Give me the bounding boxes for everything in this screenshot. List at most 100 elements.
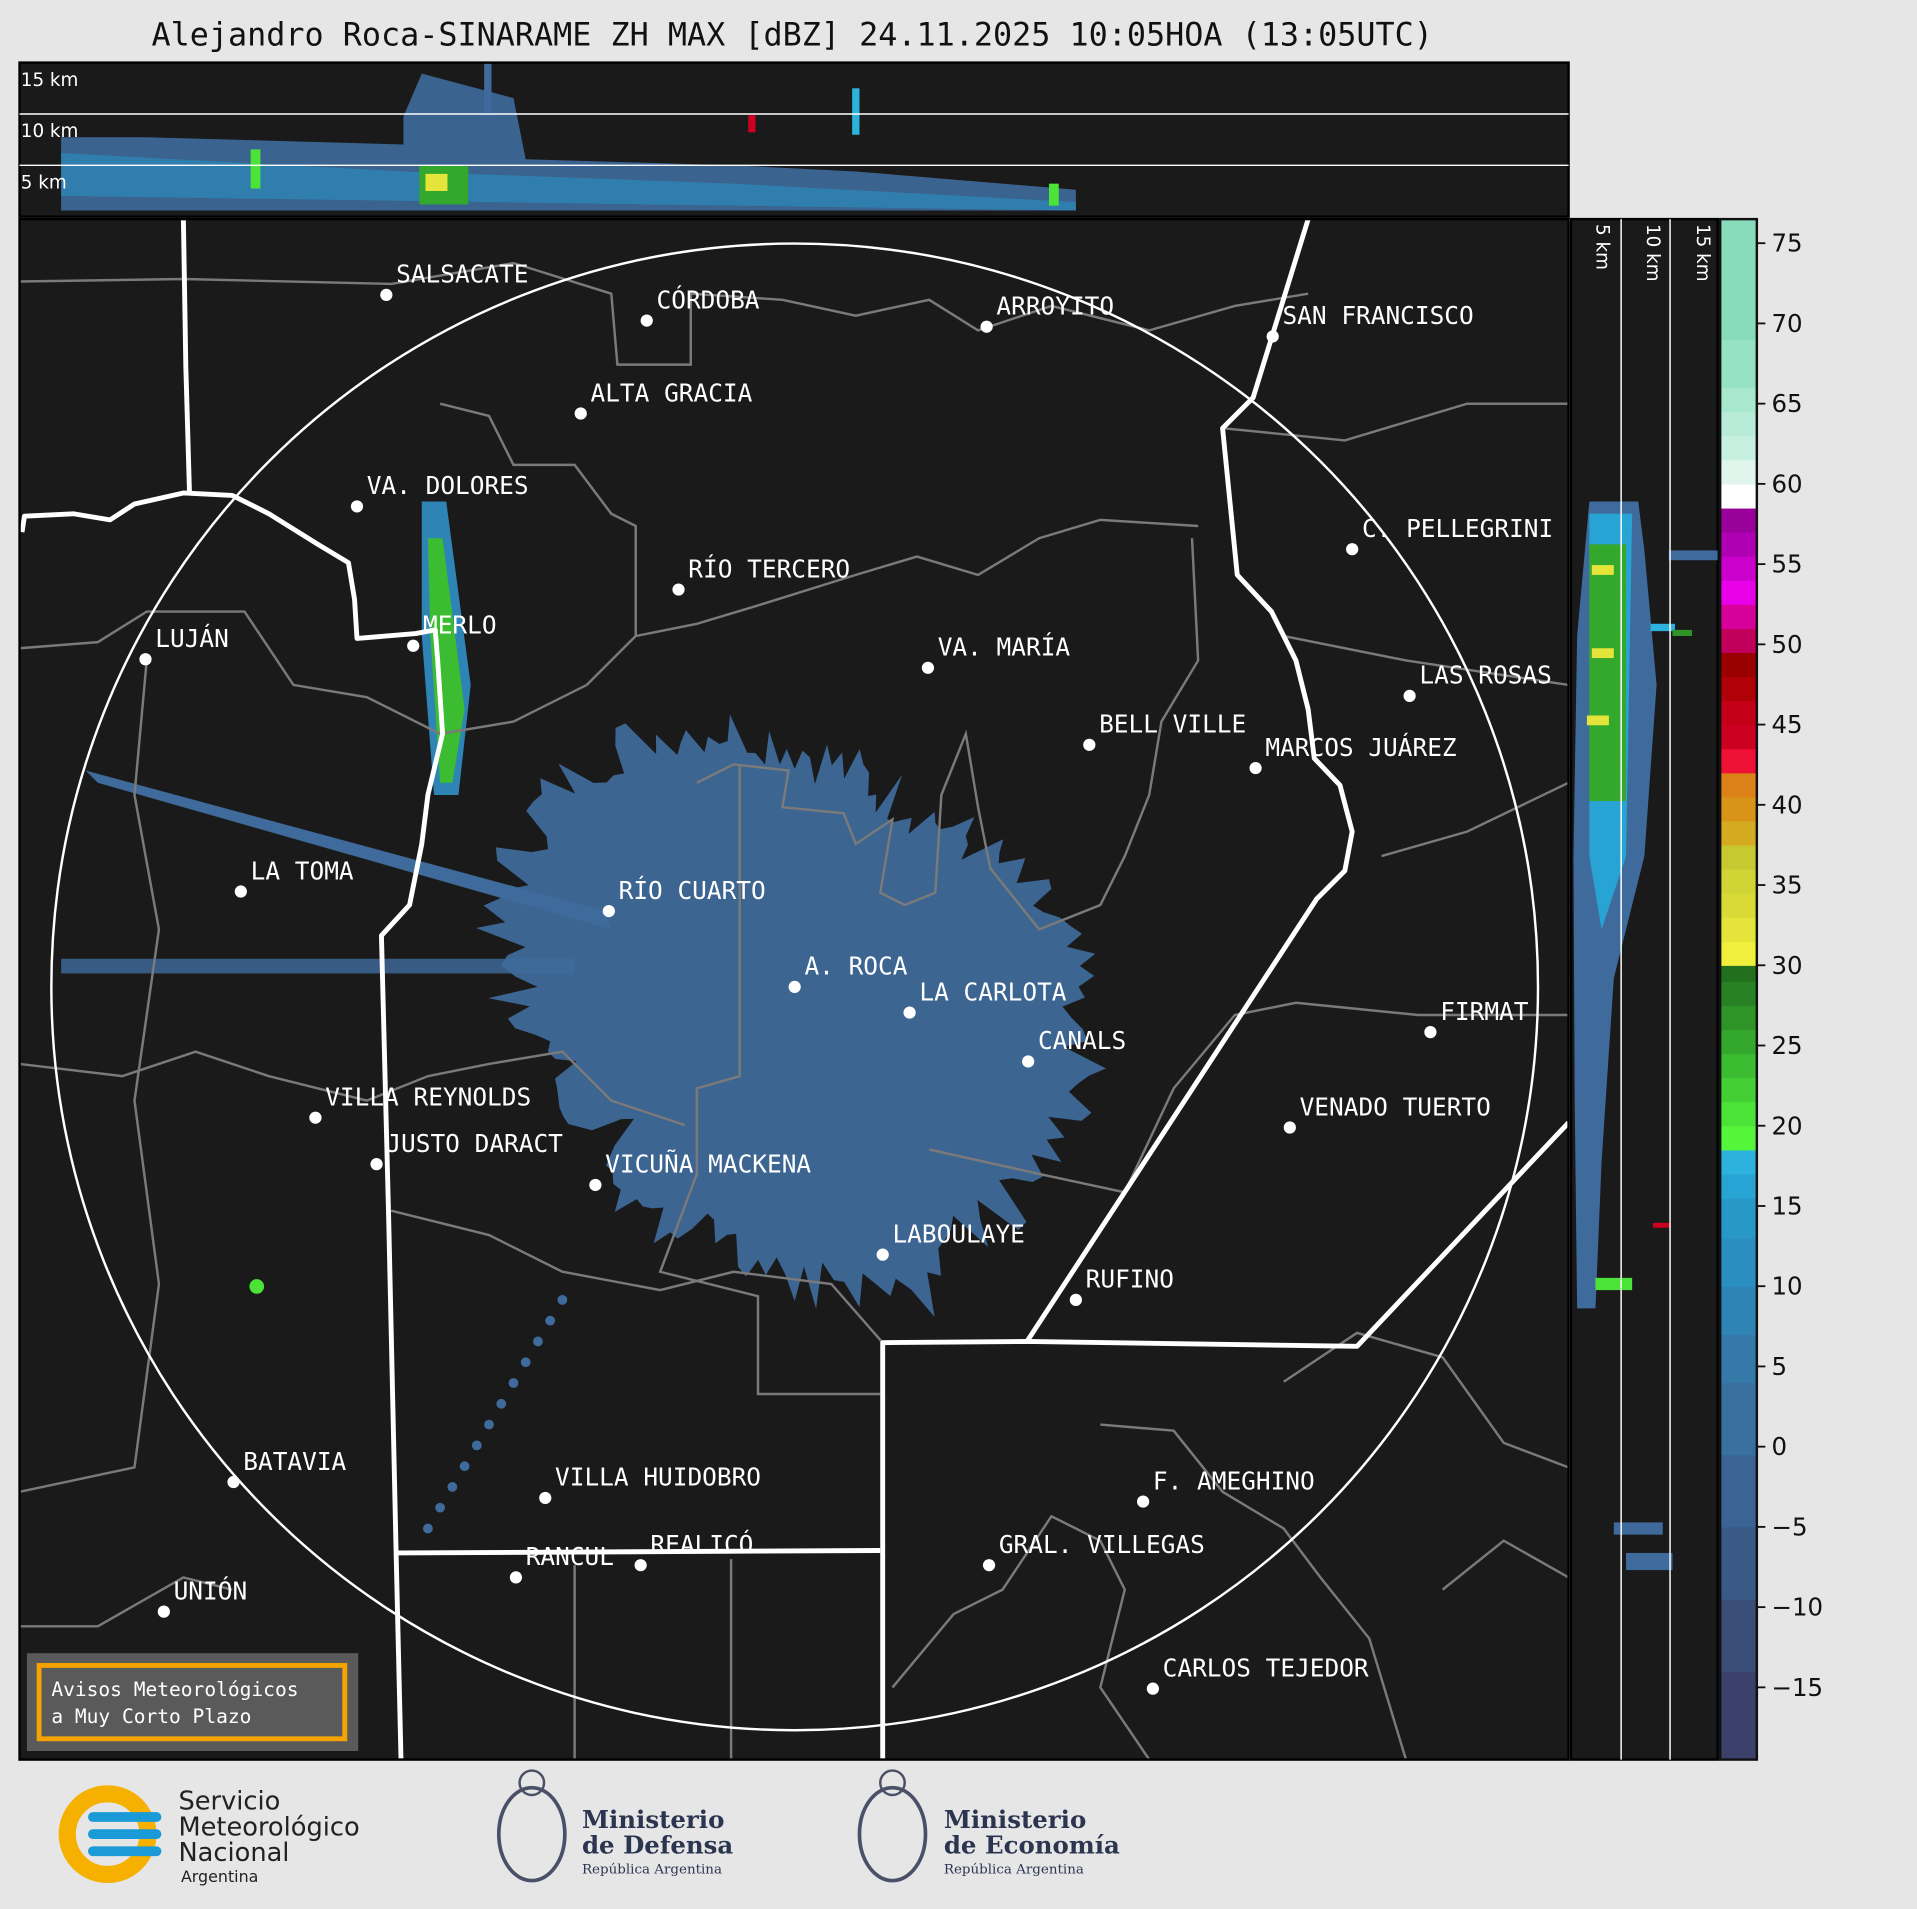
city-dot-icon	[1266, 330, 1279, 343]
colorbar-segment	[1720, 1125, 1757, 1151]
colorbar-tick-label: 25	[1772, 1031, 1803, 1060]
city-marker: RÍO CUARTO	[602, 876, 766, 918]
city-label: CANALS	[1038, 1026, 1126, 1055]
city-dot-icon	[309, 1111, 322, 1124]
city-dot-icon	[157, 1605, 170, 1618]
legend-box-avisos[interactable]: Avisos Meteorológicos a Muy Corto Plazo	[26, 1653, 359, 1752]
colorbar-segment	[1720, 387, 1757, 413]
city-marker: SALSACATE	[380, 260, 529, 302]
echo-cell	[533, 1336, 543, 1347]
city-marker: LA TOMA	[234, 856, 354, 898]
colorbar-segment	[1720, 868, 1757, 894]
colorbar-segment	[1720, 1029, 1757, 1055]
colorbar-segment	[1720, 339, 1757, 389]
city-label: VENADO TUERTO	[1300, 1092, 1491, 1121]
colorbar-tick-label: −10	[1772, 1593, 1824, 1622]
city-label: CÓRDOBA	[657, 284, 760, 314]
colorbar-tick-label: 45	[1772, 710, 1803, 739]
colorbar-segment	[1720, 580, 1757, 605]
city-marker: BELL VILLE	[1083, 710, 1246, 751]
city-label: LAS ROSAS	[1419, 661, 1551, 690]
echo-cell	[249, 1279, 265, 1294]
coat-of-arms-icon	[857, 1785, 928, 1883]
city-label: BELL VILLE	[1099, 710, 1246, 739]
colorbar-segment	[1720, 1077, 1757, 1103]
city-marker: REALICÓ	[634, 1529, 753, 1572]
logo-ministerio-defensa: Ministerio de Defensa República Argentin…	[496, 1769, 733, 1883]
colorbar-tick-label: 20	[1772, 1111, 1803, 1140]
colorbar-segment	[1720, 700, 1757, 726]
city-label: LABOULAYE	[892, 1219, 1024, 1248]
city-dot-icon	[1249, 761, 1262, 775]
city-label: ALTA GRACIA	[591, 378, 753, 407]
echo-cell	[545, 1315, 556, 1326]
colorbar-tick-label: 55	[1772, 550, 1803, 579]
city-marker: VICUÑA MACKENA	[589, 1149, 811, 1192]
colorbar-segment	[1720, 604, 1757, 629]
city-dot-icon	[1346, 543, 1359, 556]
city-label: RÍO CUARTO	[619, 876, 766, 905]
city-label: CARLOS TEJEDOR	[1163, 1653, 1369, 1682]
echo-cell	[484, 1419, 494, 1430]
top-label-5km: 5 km	[21, 173, 67, 194]
side-label-15km: 15 km	[1692, 224, 1713, 282]
colorbar-segment	[1720, 556, 1757, 581]
colorbar-segment	[1720, 459, 1757, 485]
city-dot-icon	[1403, 689, 1416, 703]
colorbar-segment	[1720, 965, 1757, 982]
city-marker: SAN FRANCISCO	[1266, 301, 1474, 343]
echo-cell	[520, 1357, 531, 1368]
colorbar-segment	[1720, 1238, 1757, 1287]
colorbar-segment	[1720, 796, 1757, 822]
city-label: MARCOS JUÁREZ	[1265, 733, 1456, 762]
colorbar-segment	[1720, 1382, 1757, 1456]
city-marker: ARROYITO	[980, 291, 1114, 333]
city-dot-icon	[370, 1158, 383, 1171]
radar-map[interactable]: SALSACATE CÓRDOBA ARROYITO SAN FRANCISCO ALT…	[18, 217, 1570, 1761]
colorbar-tick-label: 40	[1772, 790, 1803, 819]
city-dot-icon	[903, 1006, 916, 1019]
city-dot-icon	[1424, 1026, 1437, 1039]
colorbar-tick-label: 50	[1772, 630, 1803, 659]
city-marker: F. AMEGHINO	[1136, 1466, 1315, 1508]
city-marker: LABOULAYE	[876, 1219, 1025, 1261]
city-marker: CÓRDOBA	[640, 284, 760, 327]
city-label: FIRMAT	[1440, 997, 1529, 1026]
city-marker: ALTA GRACIA	[574, 378, 753, 420]
city-dot-icon	[380, 288, 393, 302]
smn-text-2: Meteorológico	[178, 1812, 359, 1842]
colorbar-segment	[1720, 652, 1757, 678]
colorbar-segment	[1720, 748, 1757, 774]
colorbar-tick-label: −15	[1772, 1673, 1824, 1702]
city-dot-icon	[227, 1475, 240, 1489]
side-cross-section: 5 km 10 km 15 km	[1569, 217, 1719, 1761]
echo-cell	[496, 1398, 507, 1409]
city-marker: LA CARLOTA	[903, 977, 1067, 1019]
city-marker: BATAVIA	[227, 1447, 347, 1489]
city-label: F. AMEGHINO	[1153, 1466, 1315, 1495]
colorbar-tick-label: 75	[1772, 229, 1803, 258]
radar-range-ring	[50, 242, 1540, 1732]
legend-line-2: a Muy Corto Plazo	[51, 1705, 251, 1728]
colorbar-segment	[1720, 1334, 1757, 1384]
city-dot-icon	[672, 583, 685, 596]
smn-text-3: Nacional	[178, 1838, 289, 1868]
city-dot-icon	[1146, 1682, 1160, 1695]
city-dot-icon	[980, 320, 993, 333]
city-dot-icon	[509, 1571, 523, 1584]
city-label: REALICÓ	[650, 1529, 753, 1559]
smn-text-1: Servicio	[178, 1787, 280, 1817]
city-marker: VILLA HUIDOBRO	[539, 1463, 761, 1505]
colorbar-segment	[1720, 1454, 1757, 1528]
figure-title: Alejandro Roca-SINARAME ZH MAX [dBZ] 24.…	[152, 18, 1433, 54]
colorbar-segment	[1720, 1197, 1757, 1239]
city-label: BATAVIA	[243, 1447, 346, 1476]
colorbar-segment	[1720, 1149, 1757, 1175]
city-marker: MERLO	[407, 611, 497, 652]
colorbar-segment	[1720, 981, 1757, 1007]
colorbar-tick-label: 5	[1772, 1352, 1788, 1381]
smn-text-4: Argentina	[181, 1867, 258, 1886]
colorbar-segment	[1720, 917, 1757, 942]
echo-band-core	[427, 538, 465, 783]
city-marker: RUFINO	[1069, 1265, 1174, 1306]
